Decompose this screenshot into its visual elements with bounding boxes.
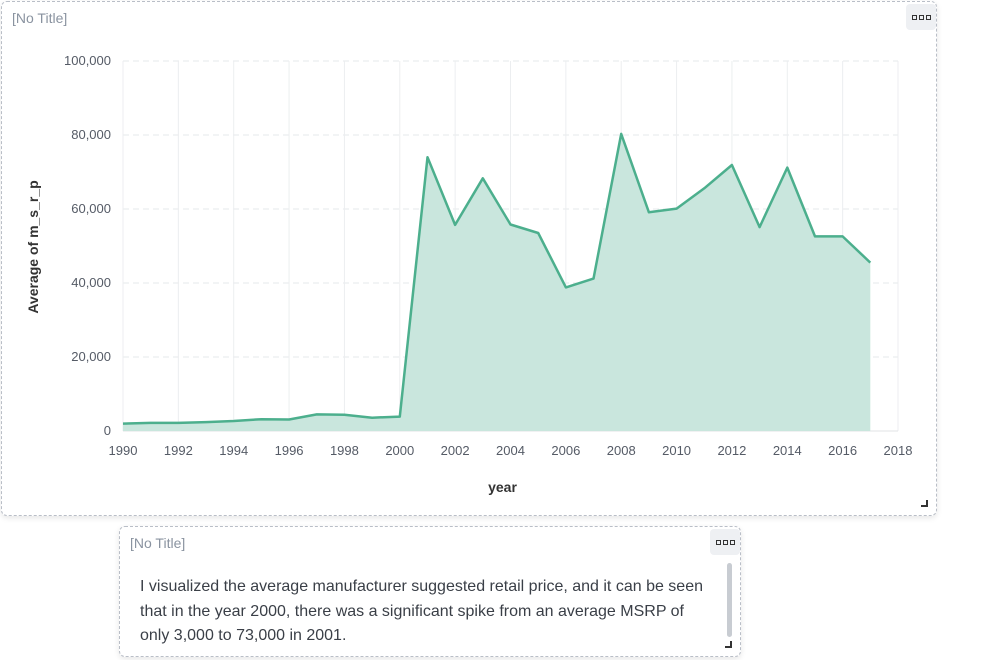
menu-dot-icon	[729, 539, 735, 545]
text-panel-title: [No Title]	[130, 535, 186, 551]
x-tick-label: 2014	[773, 443, 802, 458]
x-tick-label: 1998	[330, 443, 359, 458]
y-tick-label: 80,000	[71, 127, 111, 142]
menu-dot-icon	[918, 14, 924, 20]
x-tick-label: 2002	[441, 443, 470, 458]
series-area	[123, 133, 871, 431]
menu-dot-icon	[925, 14, 931, 20]
chart-menu-button[interactable]	[906, 4, 936, 30]
x-tick-label: 1994	[219, 443, 248, 458]
text-menu-button[interactable]	[710, 529, 740, 555]
x-tick-label: 1996	[275, 443, 304, 458]
x-tick-label: 2010	[662, 443, 691, 458]
series-line	[122, 132, 872, 425]
x-tick-label: 2008	[607, 443, 636, 458]
resize-handle-icon[interactable]	[921, 500, 928, 507]
note-text: I visualized the average manufacturer su…	[140, 578, 703, 644]
scrollbar[interactable]	[727, 563, 732, 637]
x-axis-title: year	[488, 479, 517, 495]
x-tick-label: 2016	[828, 443, 857, 458]
y-tick-label: 40,000	[71, 275, 111, 290]
y-tick-label: 100,000	[64, 53, 111, 68]
x-tick-label: 2012	[717, 443, 746, 458]
chart-panel: [No Title] 0 20,000 40,000 60,000 80,000 100,…	[1, 1, 937, 516]
chart-panel-title: [No Title]	[12, 10, 68, 26]
x-tick-label: 2006	[551, 443, 580, 458]
area-chart: 0 20,000 40,000 60,000 80,000 100,000 1990 1992…	[25, 53, 913, 495]
menu-dot-icon	[911, 14, 917, 20]
menu-dot-icon	[715, 539, 721, 545]
x-tick-label: 2000	[385, 443, 414, 458]
x-tick-label: 1990	[109, 443, 138, 458]
y-tick-label: 0	[104, 423, 111, 438]
text-panel: [No Title] I visualized the average manu…	[119, 526, 741, 657]
x-tick-label: 2004	[496, 443, 525, 458]
y-axis-title: Average of m_s_r_p	[25, 180, 41, 313]
y-tick-label: 60,000	[71, 201, 111, 216]
x-tick-label: 2018	[884, 443, 913, 458]
y-tick-label: 20,000	[71, 349, 111, 364]
menu-dot-icon	[722, 539, 728, 545]
x-tick-label: 1992	[164, 443, 193, 458]
resize-handle-icon[interactable]	[725, 641, 732, 648]
